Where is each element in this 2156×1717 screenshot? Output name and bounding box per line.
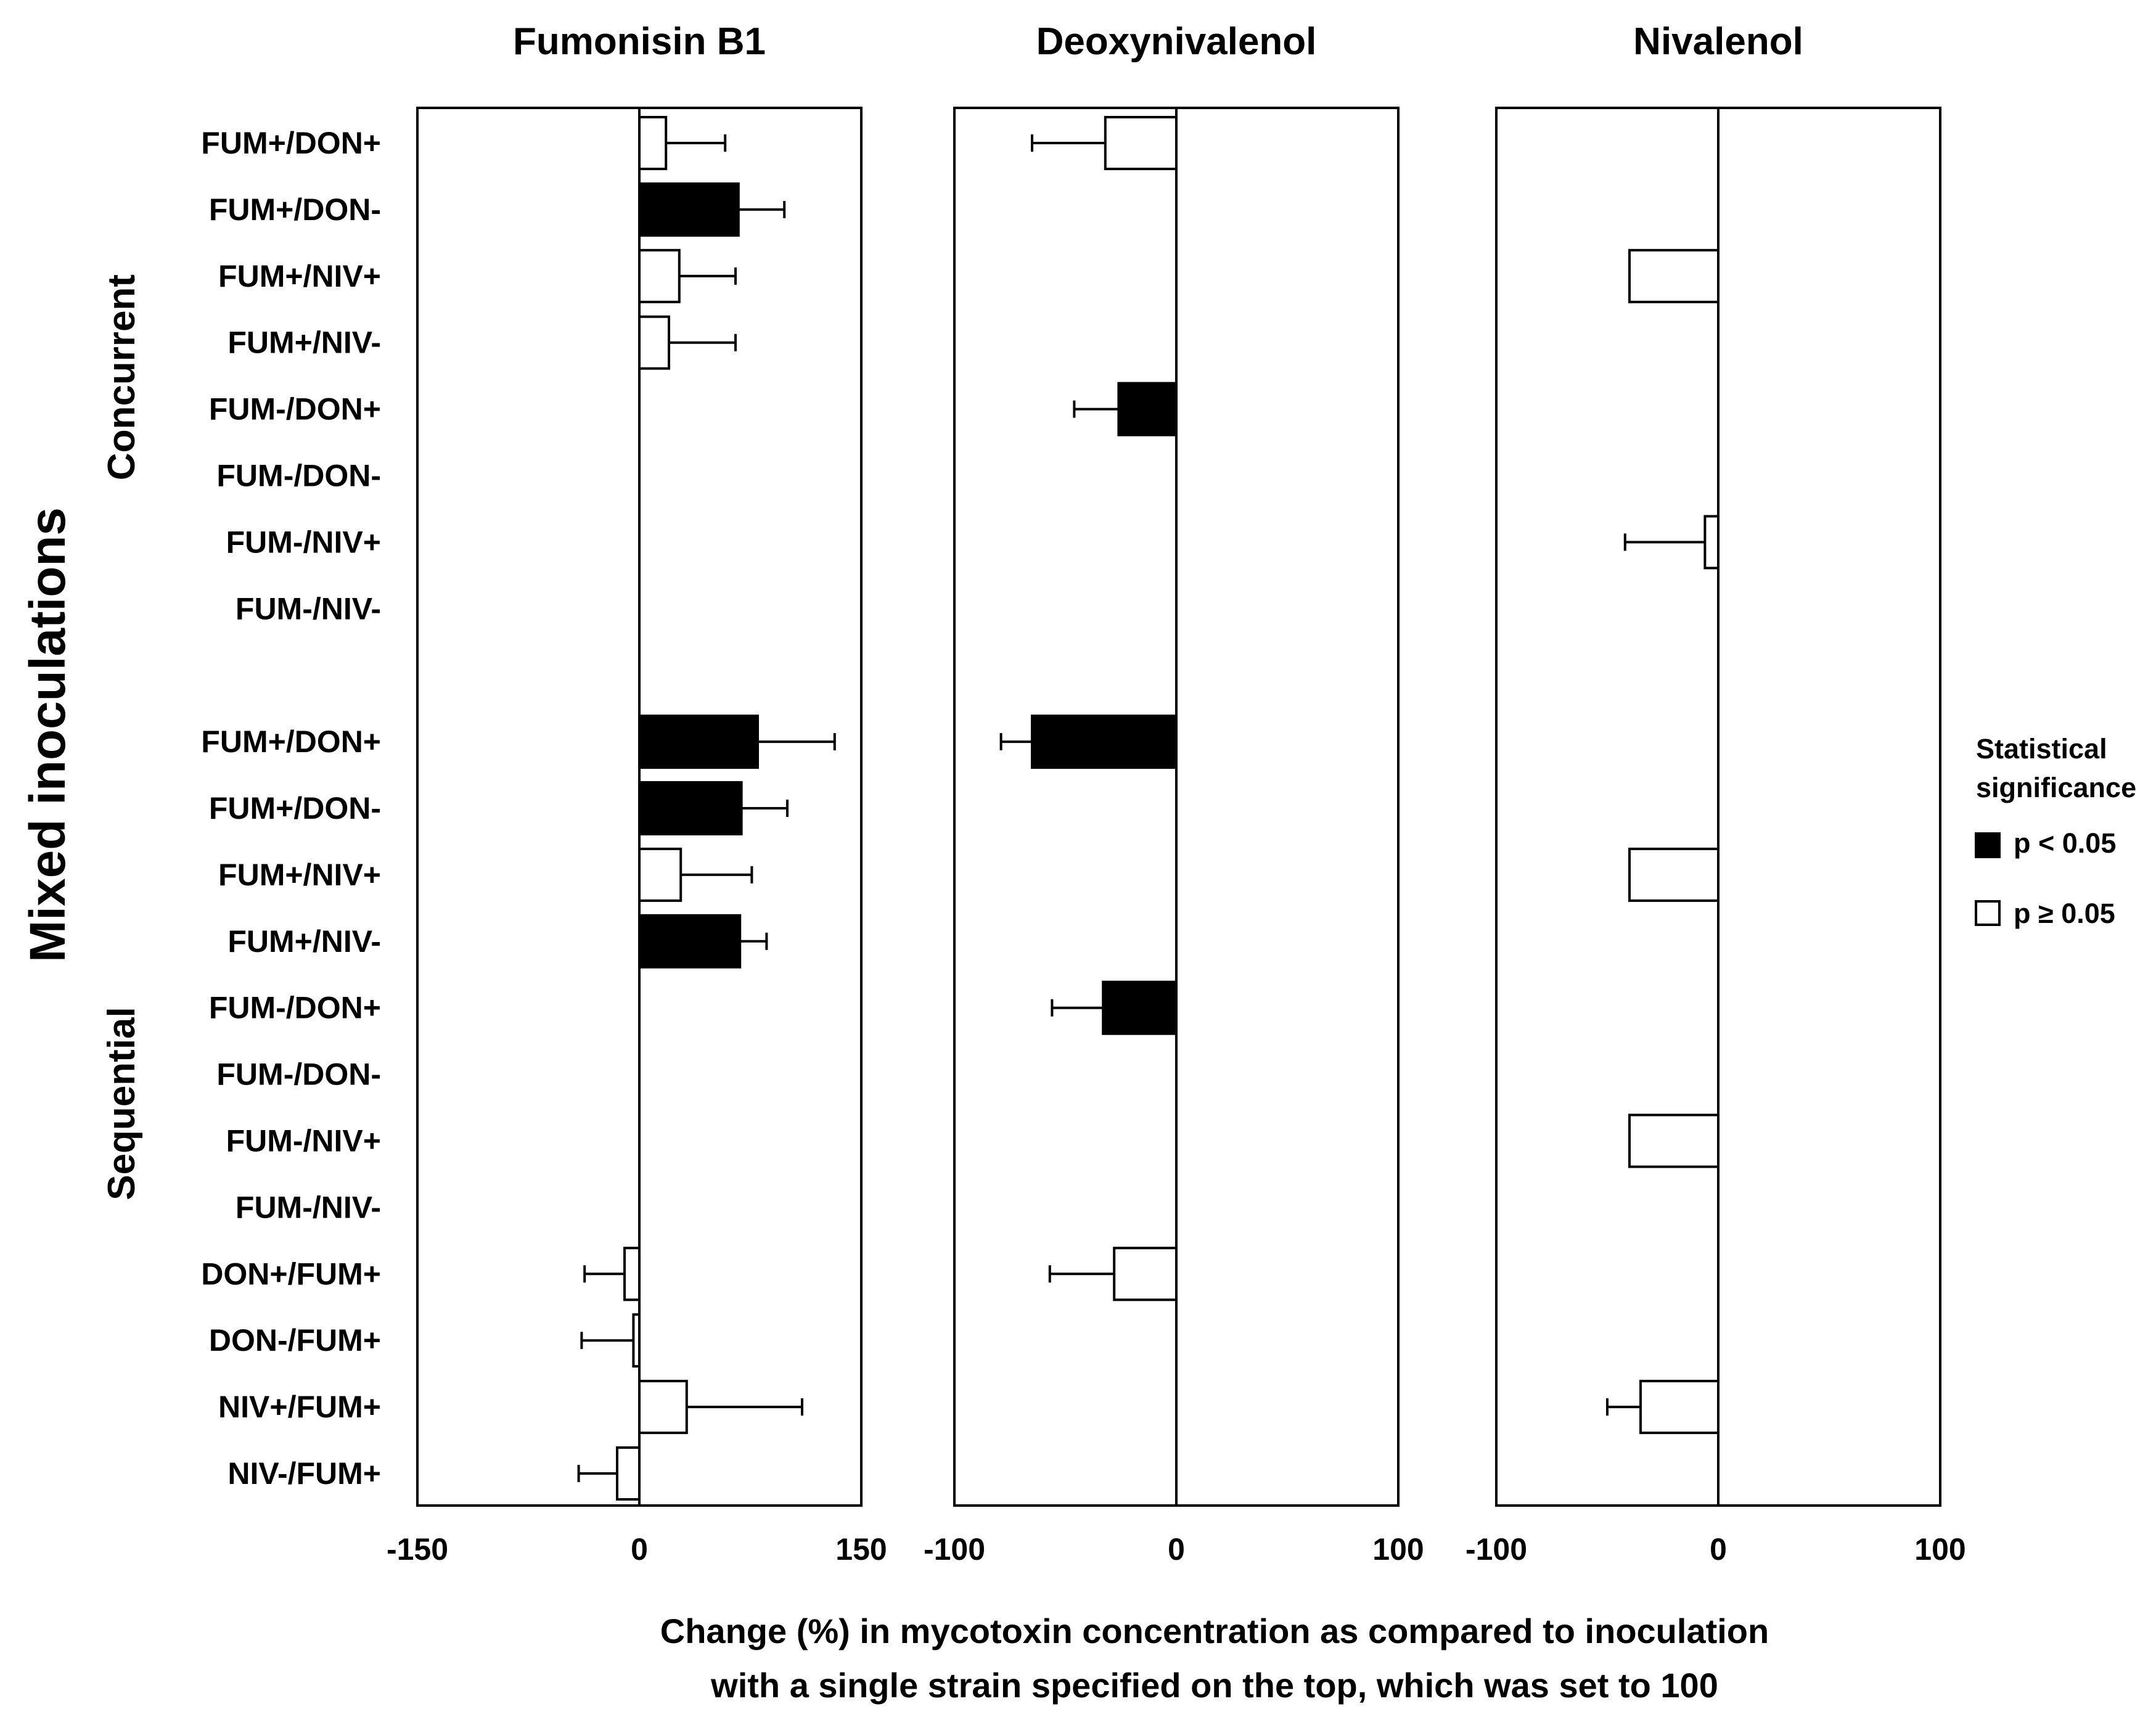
row-label-sequential-11: NIV+/FUM+ [218,1390,381,1424]
bar [638,847,682,902]
row-label-sequential-7: FUM-/NIV+ [226,1124,381,1158]
x-tick-label: -150 [387,1532,448,1567]
legend-title-line-2: significance [1976,772,2136,803]
legend-label-significant: p < 0.05 [2014,827,2116,859]
legend-label-not-significant: p ≥ 0.05 [2014,898,2115,929]
bar [623,1247,641,1301]
main-y-label: Mixed inoculations [20,507,76,962]
bar [638,914,742,969]
bar [1628,847,1719,902]
panel-deoxynivalenol: Deoxynivalenol -100 0 100 [924,20,1424,1567]
panel-nivalenol: Nivalenol -100 0 100 [1465,20,1966,1567]
row-label-concurrent-7: FUM-/NIV+ [226,525,381,559]
bar [1031,715,1178,769]
bar [1703,515,1719,570]
bar [638,1380,688,1435]
row-label-sequential-4: FUM+/NIV- [227,924,381,959]
x-tick-label: 100 [1914,1532,1965,1567]
x-tick-label: 0 [631,1532,648,1567]
bar [1102,980,1178,1035]
bar [638,715,759,769]
bar [1628,1113,1719,1168]
row-label-sequential-10: DON-/FUM+ [209,1323,381,1358]
row-label-sequential-12: NIV-/FUM+ [227,1456,381,1491]
group-label-sequential: Sequential [100,1007,143,1200]
x-tick-label: 0 [1168,1532,1185,1567]
panel-title: Fumonisin B1 [513,20,766,63]
x-tick-label: 0 [1710,1532,1727,1567]
x-tick-label: 150 [835,1532,887,1567]
x-axis-label-line-2: with a single strain specified on the to… [710,1666,1718,1705]
panel-title: Deoxynivalenol [1036,20,1317,63]
legend-swatch-not-significant [1975,900,2001,926]
row-label-sequential-1: FUM+/DON+ [201,724,381,759]
bar [638,182,740,237]
row-label-concurrent-3: FUM+/NIV+ [218,259,381,293]
legend-title-line-1: Statistical [1976,733,2107,764]
bar [616,1446,641,1501]
row-label-concurrent-6: FUM-/DON- [216,459,381,493]
row-label-concurrent-2: FUM+/DON- [209,192,381,227]
row-label-concurrent-5: FUM-/DON+ [209,392,381,427]
row-label-sequential-2: FUM+/DON- [209,791,381,826]
x-tick-label: -100 [1465,1532,1527,1567]
row-label-concurrent-8: FUM-/NIV- [236,591,381,626]
row-label-sequential-3: FUM+/NIV+ [218,858,381,892]
row-labels: FUM+/DON+ FUM+/DON- FUM+/NIV+ FUM+/NIV- FUM-… [201,126,381,1491]
bar [1117,382,1178,436]
panel-title: Nivalenol [1633,20,1803,63]
group-label-concurrent: Concurrent [100,274,143,480]
bar [632,1313,641,1368]
row-label-sequential-5: FUM-/DON+ [209,991,381,1025]
bar [638,248,681,303]
bar [638,781,743,835]
bar [1113,1247,1178,1301]
panel-fumonisin-b1: Fumonisin B1 -150 0 150 [387,20,887,1567]
row-label-sequential-9: DON+/FUM+ [201,1256,381,1291]
row-label-concurrent-4: FUM+/NIV- [227,326,381,360]
x-axis-label-line-1: Change (%) in mycotoxin concentration as… [660,1612,1769,1650]
row-label-sequential-8: FUM-/NIV- [236,1190,381,1224]
bar [1628,248,1719,303]
bar [638,116,668,170]
row-label-concurrent-1: FUM+/DON+ [201,126,381,160]
row-label-sequential-6: FUM-/DON- [216,1057,381,1092]
x-tick-label: -100 [924,1532,985,1567]
legend-swatch-significant [1975,832,2001,858]
bar [1639,1380,1719,1435]
legend: Statistical significance p < 0.05 p ≥ 0.… [1975,733,2136,929]
bar [638,315,670,370]
bar [1104,116,1178,170]
x-tick-label: 100 [1372,1532,1424,1567]
